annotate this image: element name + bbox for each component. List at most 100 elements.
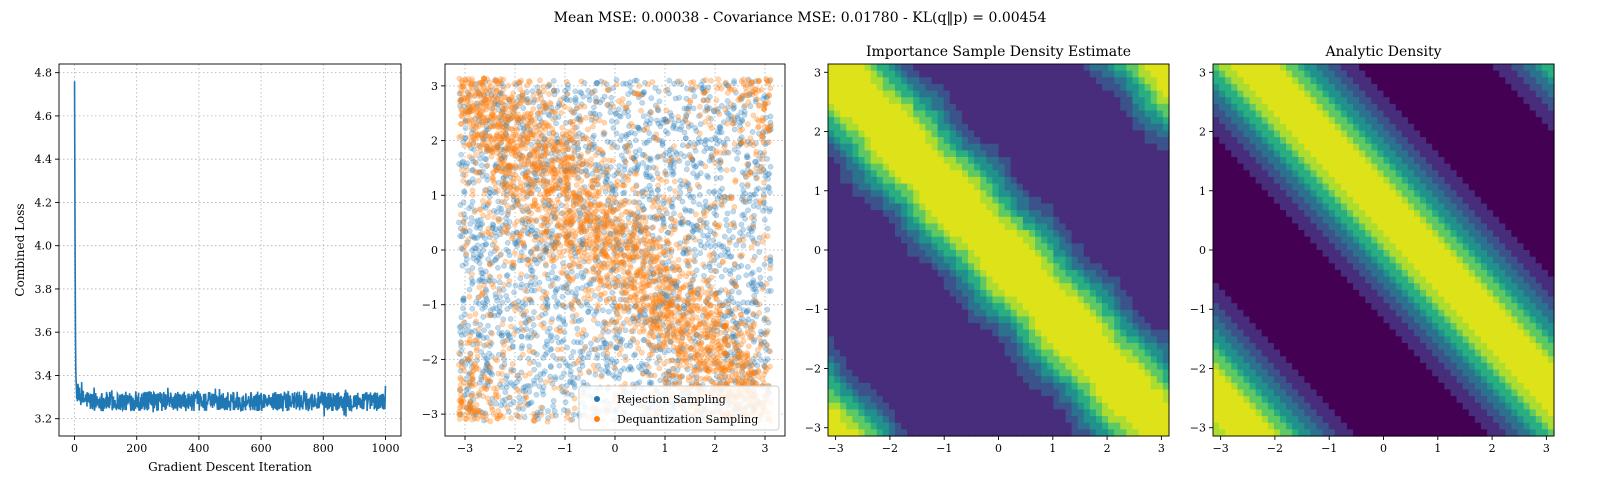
dequantization-sample-point: [708, 77, 714, 84]
dequantization-sample-point: [650, 224, 656, 231]
rejection-sample-point: [566, 137, 573, 144]
dequantization-sample-point: [711, 200, 718, 207]
dequantization-sample-point: [482, 100, 489, 107]
dequantization-sample-point: [741, 102, 748, 109]
loss-chart-ylabel: Combined Loss: [13, 203, 27, 296]
rejection-sample-point: [535, 361, 542, 368]
dequantization-sample-point: [765, 92, 772, 98]
dequantization-sample-point: [669, 366, 676, 372]
dequantization-sample-point: [565, 194, 572, 200]
dequantization-sample-point: [471, 361, 478, 367]
dequantization-sample-point: [595, 146, 601, 152]
rejection-sample-point: [662, 128, 669, 135]
rejection-sample-point: [580, 273, 587, 279]
dequantization-sample-point: [535, 255, 542, 261]
rejection-sample-point: [691, 226, 698, 233]
rejection-sample-point: [767, 163, 774, 170]
rejection-sample-point: [731, 126, 738, 133]
dequantization-sample-point: [502, 228, 509, 235]
rejection-sample-point: [751, 292, 758, 299]
dequantization-sample-point: [740, 365, 746, 372]
dequantization-sample-point: [738, 139, 745, 146]
rejection-sample-point: [724, 246, 731, 253]
rejection-sample-point: [676, 266, 683, 273]
dequantization-sample-point: [467, 332, 473, 339]
dequantization-sample-point: [594, 167, 601, 174]
rejection-sample-point: [713, 136, 719, 143]
dequantization-sample-point: [651, 372, 658, 379]
dequantization-sample-point: [761, 179, 767, 186]
rejection-sample-point: [460, 171, 466, 178]
dequantization-sample-point: [591, 317, 597, 323]
rejection-sample-point: [556, 362, 563, 369]
dequantization-sample-point: [583, 234, 590, 241]
rejection-sample-point: [458, 332, 465, 338]
dequantization-sample-point: [600, 171, 607, 178]
dequantization-sample-point: [634, 339, 641, 346]
rejection-sample-point: [542, 167, 549, 174]
dequantization-sample-point: [711, 268, 718, 274]
dequantization-sample-point: [658, 227, 665, 234]
rejection-sample-point: [505, 331, 511, 338]
rejection-sample-point: [520, 136, 526, 142]
dequantization-sample-point: [685, 297, 692, 304]
dequantization-sample-point: [528, 258, 534, 265]
dequantization-sample-point: [702, 77, 709, 83]
dequantization-sample-point: [571, 192, 578, 198]
rejection-sample-point: [592, 292, 598, 299]
dequantization-sample-point: [631, 170, 638, 177]
dequantization-sample-point: [522, 372, 529, 379]
rejection-sample-point: [521, 414, 528, 421]
rejection-sample-point: [550, 263, 557, 270]
dequantization-sample-point: [683, 364, 689, 370]
dequantization-sample-point: [509, 233, 516, 239]
rejection-sample-point: [484, 298, 491, 304]
dequantization-sample-point: [576, 214, 583, 221]
dequantization-sample-point: [503, 195, 510, 202]
dequantization-sample-point: [663, 107, 670, 114]
rejection-sample-point: [711, 210, 718, 217]
rejection-sample-point: [750, 238, 757, 244]
dequantization-sample-point: [650, 198, 656, 204]
rejection-sample-point: [697, 250, 704, 257]
dequantization-sample-point: [473, 318, 479, 325]
rejection-sample-point: [608, 94, 615, 101]
dequantization-sample-point: [527, 231, 534, 238]
rejection-sample-point: [617, 137, 624, 144]
rejection-sample-point: [717, 175, 724, 181]
dequantization-sample-point: [620, 296, 627, 303]
rejection-sample-point: [736, 289, 742, 296]
rejection-sample-point: [507, 316, 514, 322]
dequantization-sample-point: [522, 400, 528, 407]
dequantization-sample-point: [581, 103, 588, 110]
dequantization-sample-point: [756, 301, 763, 308]
dequantization-sample-point: [745, 121, 751, 127]
rejection-sample-point: [623, 238, 630, 244]
rejection-sample-point: [462, 311, 468, 318]
rejection-sample-point: [687, 194, 694, 201]
dequantization-sample-point: [697, 112, 704, 118]
rejection-sample-point: [469, 155, 475, 162]
dequantization-sample-point: [640, 328, 647, 335]
rejection-sample-point: [617, 113, 624, 120]
dequantization-sample-point: [643, 153, 649, 160]
dequantization-sample-point: [541, 236, 548, 242]
rejection-sample-point: [677, 184, 683, 190]
rejection-sample-point: [481, 136, 488, 143]
rejection-sample-point: [601, 340, 607, 347]
rejection-sample-point: [744, 152, 750, 159]
dequantization-sample-point: [512, 307, 518, 314]
dequantization-sample-point: [469, 117, 476, 123]
dequantization-sample-point: [486, 273, 493, 280]
rejection-sample-point: [485, 322, 491, 329]
rejection-sample-point: [733, 242, 740, 248]
rejection-sample-point: [569, 108, 575, 115]
rejection-sample-point: [642, 171, 649, 178]
dequantization-sample-point: [712, 291, 719, 297]
dequantization-sample-point: [460, 177, 467, 184]
rejection-sample-point: [735, 274, 742, 281]
rejection-sample-point: [539, 388, 546, 394]
rejection-sample-point: [715, 158, 722, 164]
rejection-sample-point: [472, 207, 478, 214]
rejection-sample-point: [702, 137, 709, 144]
